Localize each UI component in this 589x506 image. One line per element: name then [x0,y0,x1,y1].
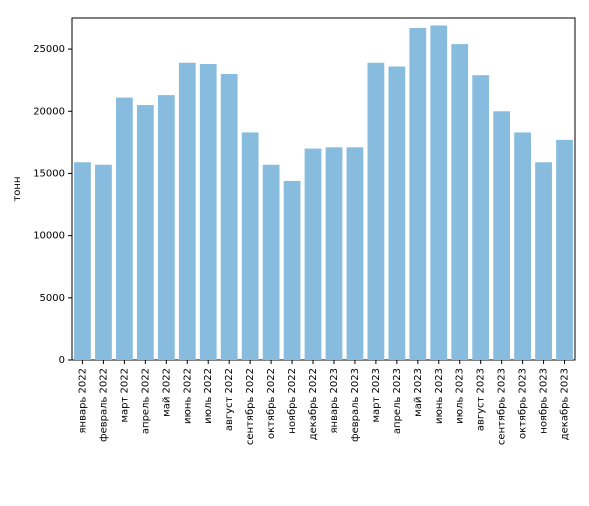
y-tick-label: 10000 [33,231,65,242]
bar [493,111,510,360]
y-tick-label: 25000 [33,44,65,55]
y-tick-label: 15000 [33,168,65,179]
x-tick-label: февраль 2022 [98,368,109,442]
bar [242,132,259,360]
bar [535,162,552,360]
x-tick-label: июнь 2022 [182,368,193,424]
x-tick-label: май 2022 [161,368,172,417]
bar [409,28,426,360]
bar [305,149,322,360]
x-tick-label: январь 2023 [329,368,340,433]
bar [368,63,385,360]
bar [137,105,154,360]
x-tick-label: апрель 2022 [140,368,151,434]
bar [556,140,573,360]
x-tick-label: апрель 2023 [392,368,403,434]
y-tick-label: 5000 [40,293,65,304]
x-tick-label: август 2022 [224,368,235,431]
bar [179,63,196,360]
x-tick-label: ноябрь 2023 [539,368,550,434]
bar [388,67,405,360]
chart-container: 0 5000 10000 15000 20000 25000 тонн январь 2022… [0,0,589,506]
x-tick-label: май 2023 [413,368,424,417]
bar [116,98,133,360]
x-tick-label: сентябрь 2022 [245,368,256,445]
bar [74,162,91,360]
x-tick-label: сентябрь 2023 [497,368,508,445]
bar [430,25,447,360]
y-tick-label: 20000 [33,106,65,117]
x-tick-label: июль 2023 [455,368,466,424]
x-tick-label: январь 2022 [77,368,88,433]
bar [284,181,301,360]
bar [347,147,364,360]
bar [221,74,238,360]
x-tick-label: март 2022 [119,368,130,422]
x-tick-label: июнь 2023 [434,368,445,424]
bar [158,95,175,360]
x-tick-label: февраль 2023 [350,368,361,442]
bar [263,165,280,360]
bar [95,165,112,360]
x-tick-label: июль 2022 [203,368,214,424]
x-tick-label: декабрь 2023 [560,368,571,440]
x-tick-label: октябрь 2022 [266,368,277,439]
x-tick-label: ноябрь 2022 [287,368,298,434]
y-tick-label: 0 [59,355,65,366]
bar [514,132,531,360]
y-axis-label: тонн [12,176,23,201]
x-tick-label: декабрь 2022 [308,368,319,440]
bar-chart: 0 5000 10000 15000 20000 25000 тонн январь 2022… [0,0,589,506]
bar [451,44,468,360]
x-tick-label: август 2023 [476,368,487,431]
x-tick-label: март 2023 [371,368,382,422]
bar [326,147,343,360]
x-tick-label: октябрь 2023 [518,368,529,439]
bar [200,64,217,360]
bar [472,75,489,360]
